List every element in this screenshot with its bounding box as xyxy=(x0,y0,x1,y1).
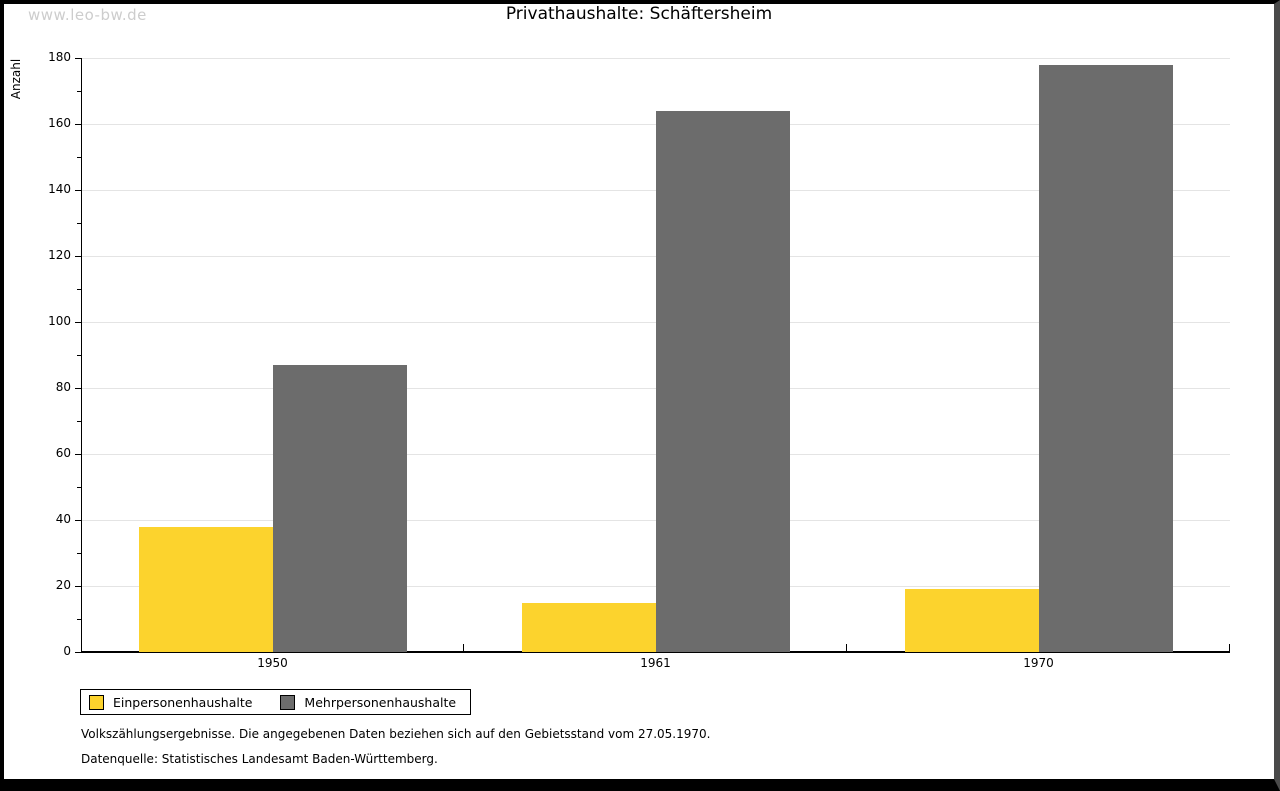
y-tick-label: 40 xyxy=(55,512,71,526)
x-boundary-tick xyxy=(846,644,847,652)
y-major-tick xyxy=(75,388,81,389)
legend: Einpersonenhaushalte Mehrpersonenhaushal… xyxy=(80,689,472,715)
legend-swatch-yellow xyxy=(89,694,104,710)
y-major-tick xyxy=(75,124,81,125)
y-tick-label: 0 xyxy=(63,644,71,658)
y-major-tick xyxy=(75,322,81,323)
x-tick-label: 1950 xyxy=(257,656,288,670)
y-minor-tick xyxy=(77,487,81,488)
y-tick-label: 120 xyxy=(48,248,71,262)
bar-mehrpersonenhaushalte-1970 xyxy=(1038,64,1173,652)
y-tick-label: 140 xyxy=(48,182,71,196)
legend-swatch-gray xyxy=(280,694,296,710)
x-boundary-tick xyxy=(463,644,464,652)
y-minor-tick xyxy=(77,289,81,290)
y-tick-label: 100 xyxy=(48,314,71,328)
y-major-tick xyxy=(75,520,81,521)
bar-mehrpersonenhaushalte-1950 xyxy=(272,364,407,652)
y-gridline xyxy=(81,58,1230,59)
y-major-tick xyxy=(75,652,81,653)
footnote-source-note: Volkszählungsergebnisse. Die angegebenen… xyxy=(81,727,711,741)
bar-einpersonenhaushalte-1950 xyxy=(138,526,273,652)
y-minor-tick xyxy=(77,421,81,422)
y-minor-tick xyxy=(77,223,81,224)
footnote-data-source: Datenquelle: Statistisches Landesamt Bad… xyxy=(81,752,438,766)
x-tick-label: 1970 xyxy=(1023,656,1054,670)
y-major-tick xyxy=(75,586,81,587)
y-tick-label: 160 xyxy=(48,116,71,130)
watermark-leo-bw: www.leo-bw.de xyxy=(28,6,147,24)
x-boundary-tick xyxy=(1229,644,1230,652)
x-tick-label: 1961 xyxy=(640,656,671,670)
legend-item-einpersonenhaushalte: Einpersonenhaushalte xyxy=(89,694,253,710)
y-major-tick xyxy=(75,58,81,59)
y-axis-line xyxy=(81,58,82,652)
y-major-tick xyxy=(75,256,81,257)
y-minor-tick xyxy=(77,553,81,554)
y-tick-label: 180 xyxy=(48,50,71,64)
y-major-tick xyxy=(75,190,81,191)
chart-title: Privathaushalte: Schäftersheim xyxy=(505,4,773,24)
bar-einpersonenhaushalte-1961 xyxy=(521,602,656,652)
y-minor-tick xyxy=(77,157,81,158)
y-minor-tick xyxy=(77,355,81,356)
legend-item-mehrpersonenhaushalte: Mehrpersonenhaushalte xyxy=(280,694,457,710)
y-minor-tick xyxy=(77,91,81,92)
y-tick-label: 80 xyxy=(55,380,71,394)
y-tick-label: 20 xyxy=(55,578,71,592)
bar-einpersonenhaushalte-1970 xyxy=(904,589,1039,652)
legend-label: Mehrpersonenhaushalte xyxy=(304,694,457,710)
y-minor-tick xyxy=(77,619,81,620)
y-axis-title: Anzahl xyxy=(9,58,23,100)
y-major-tick xyxy=(75,454,81,455)
legend-label: Einpersonenhaushalte xyxy=(113,694,253,710)
x-axis-line xyxy=(81,651,1230,653)
y-tick-label: 60 xyxy=(55,446,71,460)
bar-mehrpersonenhaushalte-1961 xyxy=(655,110,790,652)
